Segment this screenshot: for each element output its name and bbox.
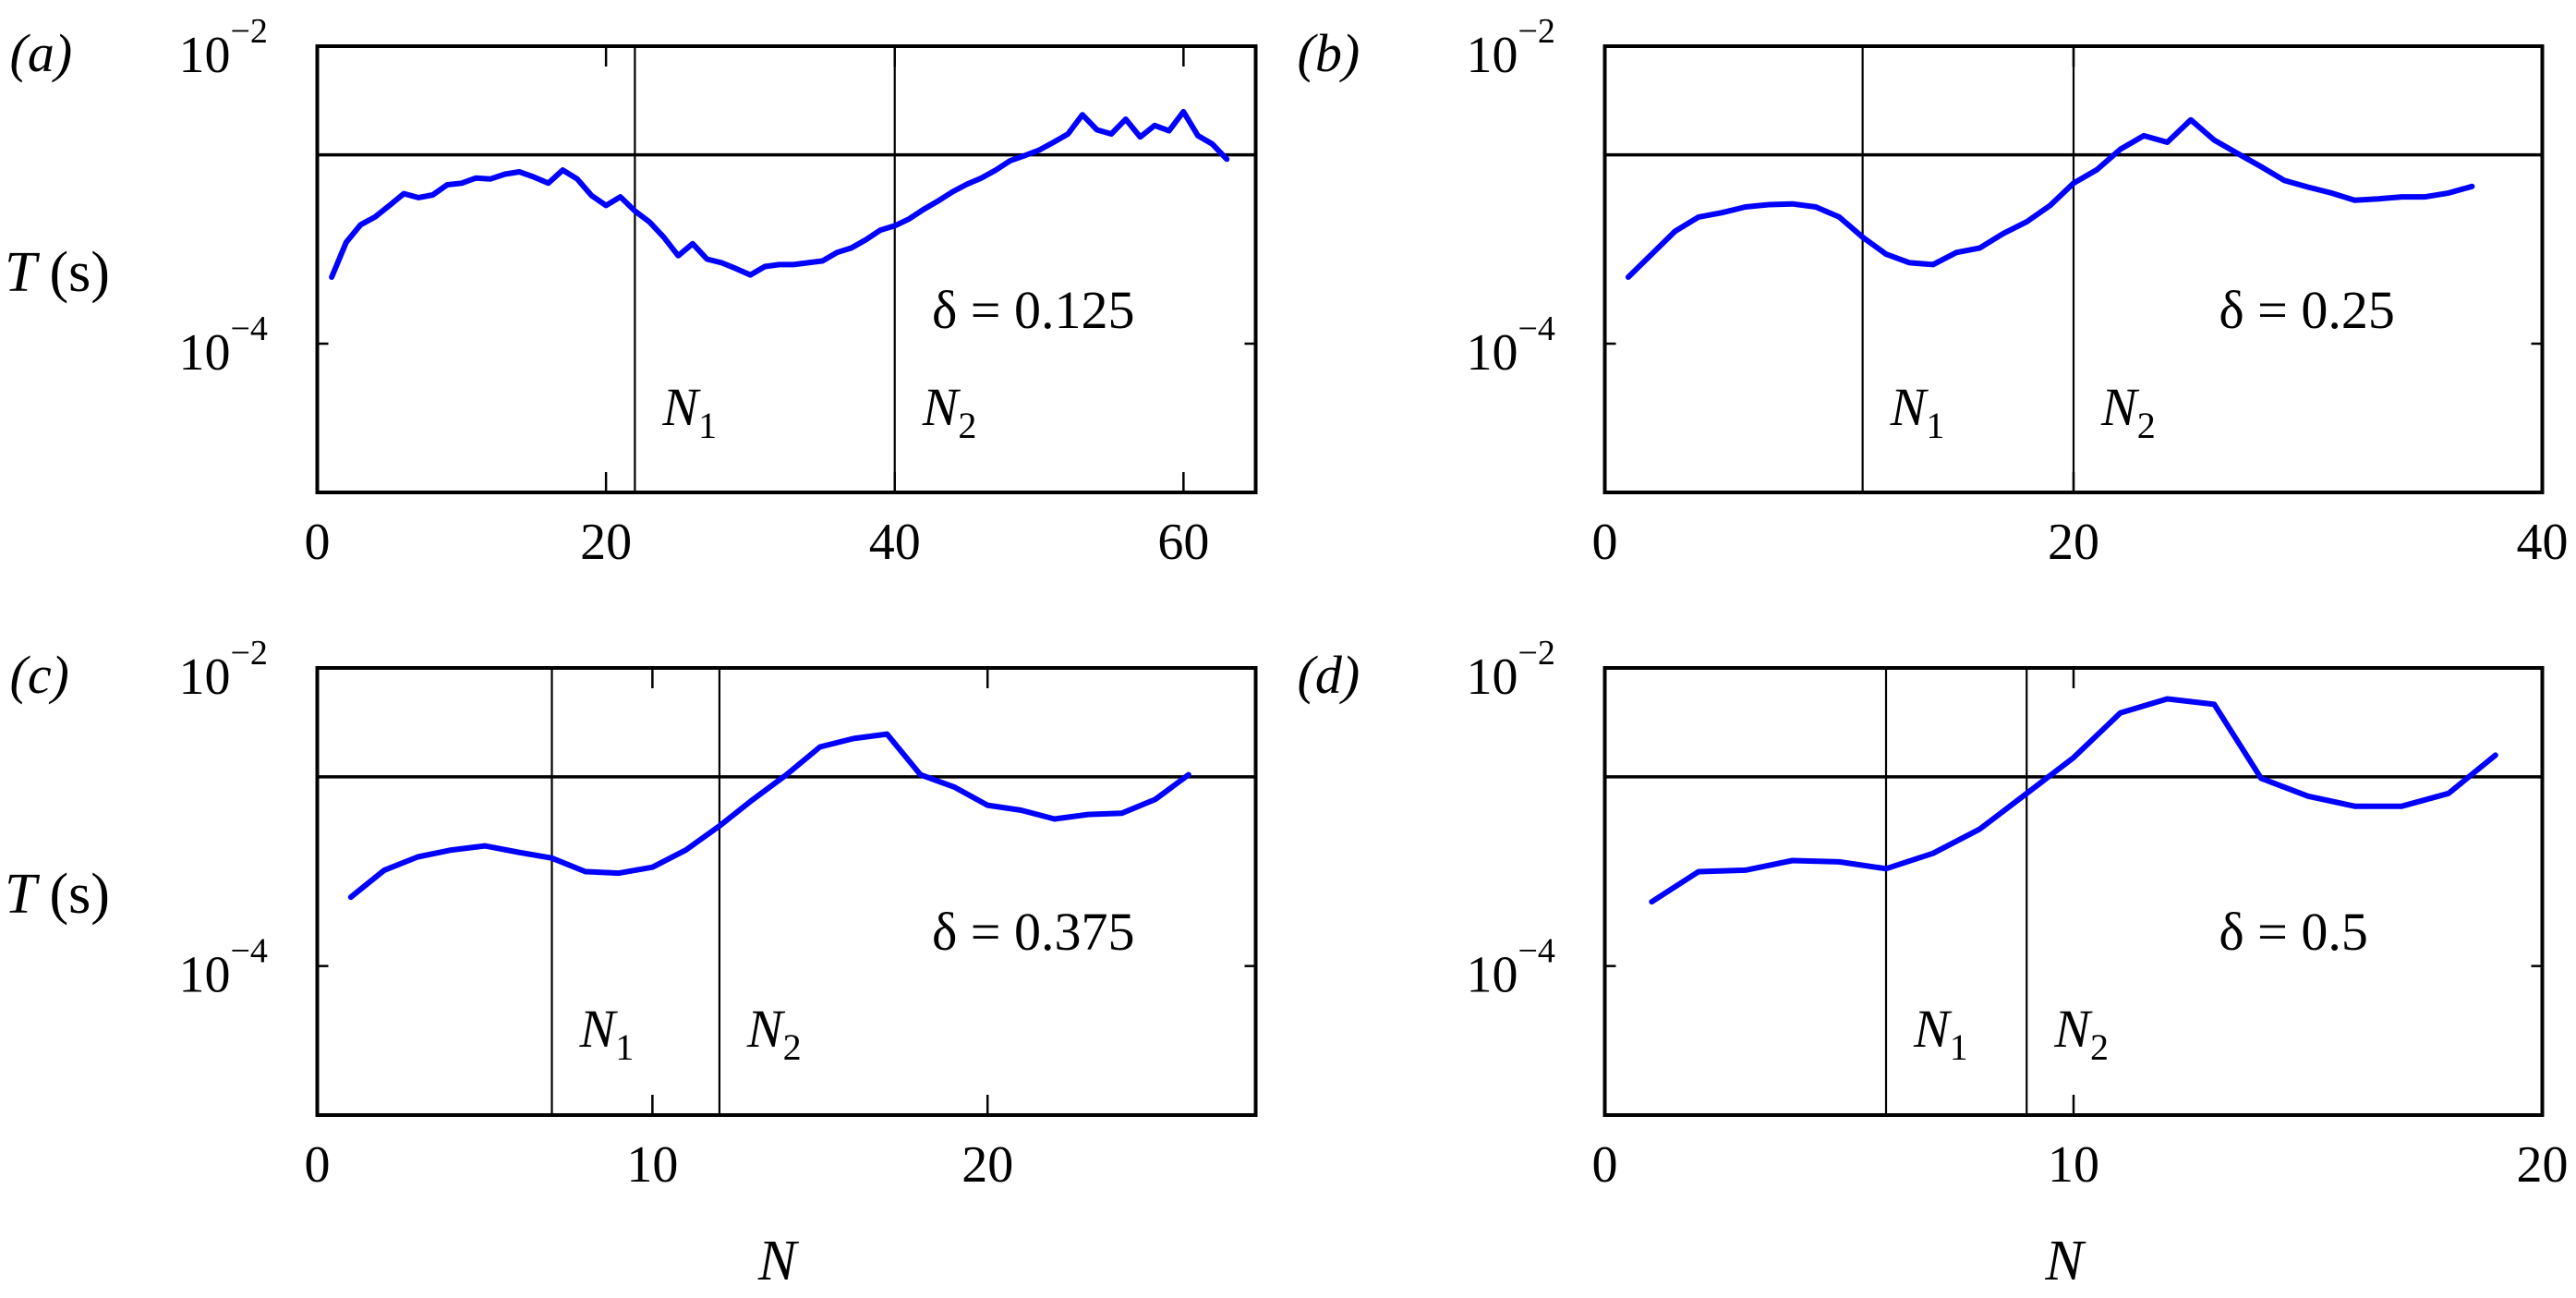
- y-axis-title: T (s): [5, 241, 110, 304]
- n2-label: N2: [2053, 999, 2109, 1068]
- x-tick-label: 20: [2517, 1136, 2569, 1194]
- panel-label: (c): [10, 645, 69, 705]
- n2-label: N2: [922, 377, 977, 446]
- panel-c: N1 N2 0 10 20 10−2 10−4 δ = 0.375 (c) T (s) N: [5, 634, 1258, 1292]
- y-tick-label: 10−4: [179, 932, 268, 1004]
- x-tick-label: 20: [2048, 514, 2099, 571]
- n2-label: N2: [2100, 377, 2156, 446]
- x-tick-label: 20: [961, 1136, 1013, 1194]
- plot-frame: [1602, 666, 2545, 1117]
- series-line: [1625, 116, 2475, 280]
- y-tick-label: 10−2: [1467, 634, 1555, 706]
- plot-frame: [315, 44, 1258, 494]
- y-tick-label: 10−4: [1467, 309, 1555, 382]
- n1-label: N1: [579, 999, 635, 1068]
- plot-frame: [1602, 44, 2545, 494]
- x-tick-label: 60: [1157, 514, 1209, 571]
- panel-label: (b): [1298, 23, 1361, 83]
- x-tick-label: 40: [869, 514, 921, 571]
- panel-b: N1 N2 0 20 40 10−2 10−4 δ = 0.25 (b): [1298, 12, 2569, 571]
- y-tick-label: 10−4: [179, 309, 268, 382]
- panel-label: (d): [1298, 645, 1361, 705]
- n1-label: N1: [661, 377, 717, 446]
- delta-annotation: δ = 0.5: [2219, 902, 2368, 962]
- series-line: [329, 108, 1230, 280]
- x-tick-label: 0: [305, 1136, 331, 1194]
- x-axis-title: N: [757, 1230, 800, 1292]
- x-tick-label: 40: [2517, 514, 2569, 571]
- series-line: [1649, 696, 2498, 905]
- delta-annotation: δ = 0.125: [932, 280, 1135, 340]
- series-line: [347, 731, 1191, 901]
- panel-a: N1 N2 0 20 40 60 10−2 10−4 δ = 0.125 (a) T (s): [5, 12, 1258, 571]
- y-tick-label: 10−2: [179, 12, 268, 84]
- n1-label: N1: [1890, 377, 1945, 446]
- x-tick-label: 0: [305, 514, 331, 571]
- x-tick-label: 0: [1592, 514, 1618, 571]
- y-tick-label: 10−2: [179, 634, 268, 706]
- panel-d: N1 N2 0 10 20 10−2 10−4 δ = 0.5 (d) N: [1298, 634, 2569, 1292]
- x-tick-label: 0: [1592, 1136, 1618, 1194]
- delta-annotation: δ = 0.375: [932, 902, 1135, 962]
- y-tick-label: 10−2: [1467, 12, 1555, 84]
- n1-label: N1: [1913, 999, 1968, 1068]
- plot-frame: [315, 666, 1258, 1117]
- y-axis-title: T (s): [5, 863, 110, 926]
- x-tick-label: 20: [580, 514, 632, 571]
- n2-label: N2: [746, 999, 802, 1068]
- panel-label: (a): [10, 23, 73, 83]
- x-axis-title: N: [2044, 1230, 2086, 1292]
- x-tick-label: 10: [626, 1136, 678, 1194]
- delta-annotation: δ = 0.25: [2219, 280, 2395, 340]
- y-tick-label: 10−4: [1467, 932, 1555, 1004]
- x-tick-label: 10: [2048, 1136, 2099, 1194]
